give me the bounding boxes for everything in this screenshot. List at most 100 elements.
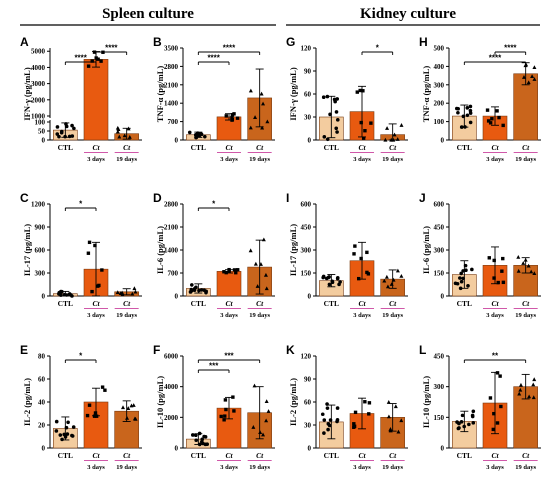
panel-C-point-2-0 (130, 291, 135, 296)
panel-H-sig-label-1: **** (504, 44, 517, 53)
panel-I-xlabel-0: CTL (324, 299, 339, 308)
panel-A-xlabel-0: CTL (58, 143, 73, 152)
panel-K-point-1-6 (353, 410, 358, 415)
panel-K-point-0-1 (322, 418, 327, 422)
panel-C-point-0-9 (67, 292, 72, 297)
panel-K-point-0-6 (320, 412, 325, 417)
panel-G-ytick-label-1: 30 (304, 114, 312, 122)
panel-L-point-2-2 (518, 382, 523, 387)
panel-A-point-0-2 (70, 134, 75, 138)
panel-C-xlabel-0: CTL (58, 299, 73, 308)
panel-E-point-2-2 (120, 405, 125, 410)
panel-I-xlabel-1: Ct (358, 299, 366, 308)
panel-H-ytick-label-3: 300 (434, 81, 445, 89)
panel-E-point-1-2 (92, 414, 97, 418)
panel-A-point-0-5 (70, 123, 74, 128)
panel-K-point-0-5 (335, 406, 340, 410)
panel-L-point-2-3 (527, 394, 532, 399)
panel-D-sig-label-0: * (212, 200, 216, 209)
panel-G-xlabel-1: Ct (358, 143, 366, 152)
panel-J-point-0-5 (459, 279, 464, 284)
panel-F-ytick-label-3: 6000 (164, 353, 179, 361)
panel-K-point-1-1 (363, 400, 367, 404)
panel-F-point-2-3 (264, 399, 269, 404)
panel-J-point-0-11 (461, 276, 465, 281)
panel-I-point-1-6 (365, 250, 369, 255)
panel-G-point-2-5 (399, 123, 404, 127)
panel-L-point-1-1 (492, 411, 496, 416)
panel-D-point-1-6 (224, 270, 228, 275)
panel-I-days-2: 19 days (382, 312, 403, 319)
panel-B-xlabel-0: CTL (191, 143, 206, 152)
panel-G-point-1-6 (358, 88, 362, 93)
panel-A-ytick-label-3: 1000 (31, 113, 46, 121)
panel-H-letter: H (419, 35, 428, 49)
panel-C-ytick-label-3: 900 (35, 224, 46, 232)
panel-E-point-0-4 (60, 437, 64, 442)
panel-A-ytick-label-7: 5000 (31, 48, 46, 56)
panel-D-days-2: 19 days (249, 312, 270, 319)
panel-J-ytick-label-1: 150 (434, 270, 445, 278)
panel-E-point-1-6 (85, 413, 90, 418)
panel-J-point-1-0 (492, 276, 496, 280)
panel-H-point-0-10 (456, 110, 460, 115)
panel-H-point-0-4 (454, 106, 459, 111)
panel-A-point-2-3 (122, 133, 127, 138)
panel-B-point-2-1 (260, 125, 265, 130)
panel-G-point-0-7 (325, 137, 330, 142)
panel-H-point-0-8 (468, 120, 473, 125)
panel-D-point-0-10 (192, 288, 197, 293)
panel-K-point-1-5 (352, 424, 357, 428)
panel-A-bar-1 (83, 59, 109, 141)
panel-F-point-0-5 (194, 433, 198, 438)
panel-K-point-2-1 (386, 414, 391, 419)
panel-G-ytick-label-3: 90 (304, 68, 312, 76)
panel-L-point-2-1 (531, 382, 536, 387)
panel-J-point-1-3 (496, 280, 500, 285)
panel-A-point-2-2 (116, 127, 121, 131)
panel-G-letter: G (286, 35, 295, 49)
panel-G-point-0-4 (335, 97, 340, 101)
panel-I-ylabel: IL-17 (pg/mL) (288, 224, 298, 276)
panel-L-sig-label-0: ** (492, 352, 499, 361)
panel-K-ytick-label-4: 120 (301, 353, 312, 361)
panel-L-ytick-label-3: 450 (434, 353, 445, 361)
panel-A-ytick-label-4: 2000 (31, 96, 46, 104)
panel-H-point-2-5 (532, 77, 537, 81)
panel-G-point-0-6 (322, 135, 327, 139)
panel-G-point-0-10 (328, 112, 332, 117)
panel-K-xlabel-2: Ct (389, 451, 397, 460)
panel-G-point-2-4 (391, 137, 396, 142)
panel-K-xlabel-0: CTL (324, 451, 339, 460)
panel-G-point-0-3 (335, 130, 339, 134)
panel-A-xlabel-2: Ct (123, 143, 131, 152)
panel-K-point-2-2 (393, 404, 398, 409)
panel-B-point-1-1 (230, 115, 234, 120)
panel-K-point-1-2 (367, 412, 371, 416)
panel-B-days-2: 19 days (249, 156, 270, 163)
panel-K-point-0-11 (326, 427, 330, 432)
panel-J-point-2-0 (529, 269, 534, 274)
panel-L-point-0-11 (457, 426, 461, 430)
panel-A-point-2-4 (126, 126, 131, 131)
panel-A-point-0-1 (64, 122, 68, 126)
panel-C-xlabel-2: Ct (123, 299, 131, 308)
panel-J-point-2-3 (516, 254, 521, 259)
panel-C-point-0-7 (57, 292, 61, 296)
panel-G-sig-label-0: * (376, 44, 380, 53)
panel-L-xlabel-2: Ct (522, 451, 530, 460)
panel-G-point-1-4 (369, 121, 373, 125)
panel-L-point-1-4 (495, 371, 500, 375)
panel-C-point-1-4 (86, 251, 91, 255)
panel-F-days-1: 3 days (220, 464, 238, 471)
panel-L-point-0-0 (462, 424, 466, 429)
panel-L-ytick-label-0: 0 (441, 445, 445, 453)
panel-F-ytick-label-2: 4000 (164, 383, 179, 391)
panel-H-xlabel-2: Ct (522, 143, 530, 152)
panel-A-point-2-6 (117, 134, 122, 139)
panel-F-point-2-5 (266, 409, 271, 413)
panel-E-point-1-5 (87, 403, 92, 407)
panel-A-point-0-7 (55, 125, 60, 129)
panel-A-sig-label-1: **** (105, 44, 118, 53)
